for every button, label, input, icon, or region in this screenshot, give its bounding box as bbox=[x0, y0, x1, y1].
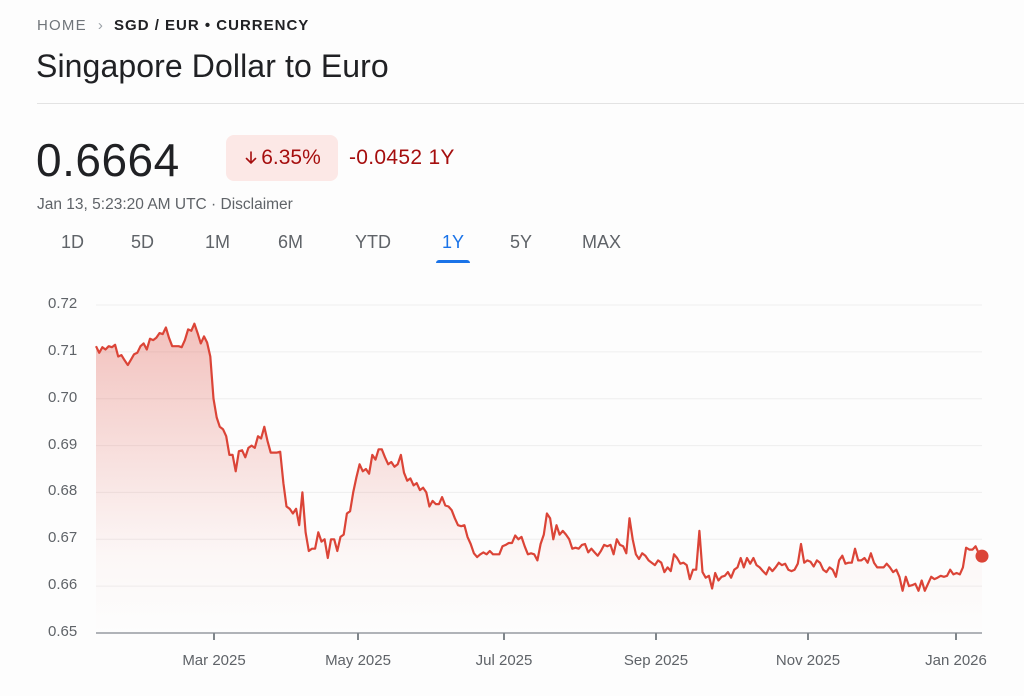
y-tick-label: 0.71 bbox=[48, 341, 78, 359]
tab-ytd[interactable]: YTD bbox=[355, 232, 391, 252]
tab-max[interactable]: MAX bbox=[582, 232, 622, 252]
price-chart[interactable]: 0.72 0.71 0.70 0.69 0.68 0.67 0.66 0.65 Mar 2025… bbox=[0, 280, 1024, 696]
change-percent: 6.35% bbox=[261, 146, 321, 169]
y-tick-label: 0.68 bbox=[48, 482, 78, 500]
current-price: 0.6664 bbox=[36, 134, 180, 186]
x-tick-label: May 2025 bbox=[325, 652, 391, 669]
tab-1y[interactable]: 1Y bbox=[435, 232, 471, 263]
x-tick-label: Jan 2026 bbox=[925, 652, 987, 669]
y-tick-label: 0.65 bbox=[48, 623, 78, 640]
tab-6m[interactable]: 6M bbox=[278, 232, 304, 252]
timestamp-disclaimer[interactable]: Jan 13, 5:23:20 AM UTC · Disclaimer bbox=[37, 196, 293, 213]
change-absolute: -0.0452 1Y bbox=[349, 146, 455, 169]
tab-1m[interactable]: 1M bbox=[205, 232, 231, 252]
chart-plot[interactable] bbox=[0, 280, 1024, 696]
current-value-dot bbox=[975, 549, 989, 563]
x-tick-label: Jul 2025 bbox=[475, 652, 533, 669]
divider bbox=[37, 103, 1024, 104]
area-fill bbox=[96, 323, 982, 633]
y-tick-label: 0.70 bbox=[48, 388, 78, 406]
page-title: Singapore Dollar to Euro bbox=[36, 48, 389, 84]
y-tick-label: 0.67 bbox=[48, 529, 78, 547]
chevron-right-icon: › bbox=[97, 17, 105, 34]
x-tick-label: Mar 2025 bbox=[182, 652, 246, 669]
arrow-down-icon bbox=[245, 151, 257, 165]
breadcrumb-current: SGD / EUR • CURRENCY bbox=[114, 17, 310, 34]
y-tick-label: 0.69 bbox=[48, 435, 78, 453]
tab-5y[interactable]: 5Y bbox=[510, 232, 533, 252]
x-tick-label: Sep 2025 bbox=[623, 652, 689, 669]
breadcrumb-home-link[interactable]: HOME bbox=[37, 17, 87, 34]
y-tick-label: 0.72 bbox=[48, 295, 78, 312]
x-tick-label: Nov 2025 bbox=[775, 652, 841, 669]
breadcrumb: HOME › SGD / EUR • CURRENCY bbox=[37, 17, 309, 34]
tab-5d[interactable]: 5D bbox=[131, 232, 155, 252]
change-percent-badge: 6.35% bbox=[226, 135, 338, 181]
price-line bbox=[95, 322, 983, 592]
tab-1d[interactable]: 1D bbox=[61, 232, 85, 252]
y-tick-label: 0.66 bbox=[48, 576, 78, 594]
